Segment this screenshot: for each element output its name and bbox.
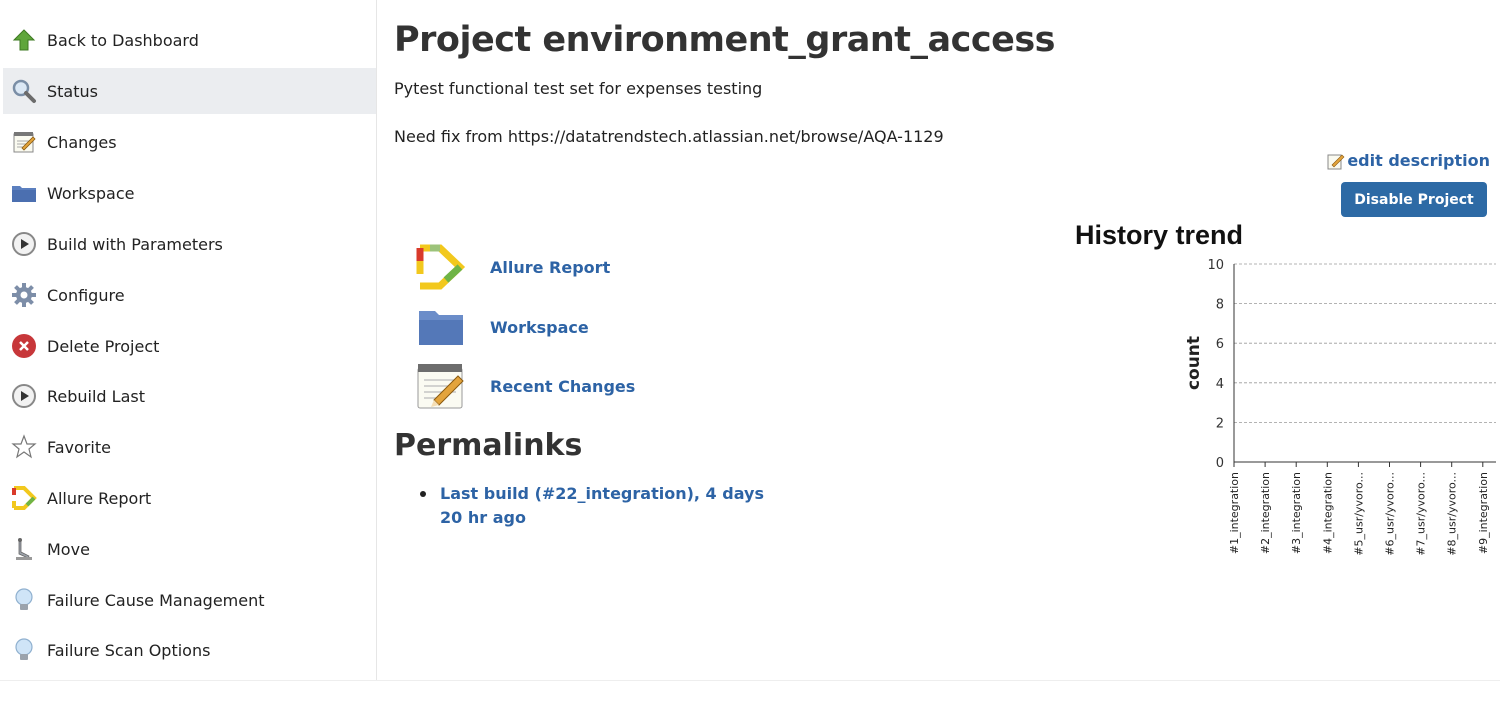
sidebar-item-label: Status	[47, 81, 98, 101]
notepad-icon	[11, 129, 37, 155]
sidebar-item-configure[interactable]: Configure	[3, 272, 376, 318]
x-tick-label: #9_integration	[1477, 472, 1490, 554]
series-area-2	[1234, 264, 1496, 462]
x-tick-label: #1_integration	[1228, 472, 1241, 554]
gear-icon	[11, 282, 37, 308]
sidebar-item-label: Failure Scan Options	[47, 640, 211, 660]
notepad-icon	[416, 362, 466, 410]
sidebar-item-label: Rebuild Last	[47, 386, 145, 406]
list-item: Last build (#22_integration), 4 days 20 …	[420, 482, 765, 530]
lightbulb-icon	[11, 587, 37, 613]
sidebar-item-delete-project[interactable]: Delete Project	[3, 323, 376, 369]
project-description-note: Need fix from https://datatrendstech.atl…	[394, 127, 944, 146]
edit-description-label: edit description	[1347, 151, 1490, 170]
sidebar-item-favorite[interactable]: Favorite	[3, 424, 376, 470]
sidebar-item-back-to-dashboard[interactable]: Back to Dashboard	[3, 17, 376, 63]
sidebar-item-label: Workspace	[47, 183, 135, 203]
sidebar-item-label: Delete Project	[47, 336, 160, 356]
up-arrow-icon	[11, 27, 37, 53]
y-axis-label: count	[1184, 336, 1204, 390]
y-tick-label: 4	[1216, 377, 1224, 392]
play-icon	[11, 383, 37, 409]
link-label: Workspace	[490, 317, 589, 337]
y-tick-label: 10	[1207, 258, 1224, 273]
allure-icon	[416, 243, 466, 291]
link-workspace[interactable]: Workspace	[416, 303, 589, 351]
search-icon	[11, 78, 37, 104]
page-title: Project environment_grant_access	[394, 20, 1056, 60]
star-icon	[11, 434, 37, 460]
x-tick-label: #6_usr/yvoro...	[1384, 472, 1397, 556]
y-tick-label: 2	[1216, 416, 1224, 431]
main-content: Project environment_grant_access Pytest …	[376, 0, 1500, 716]
x-tick-label: #7_usr/yvoro...	[1415, 472, 1428, 556]
link-label: Allure Report	[490, 257, 611, 277]
allure-icon	[11, 485, 37, 511]
sidebar-item-label: Failure Cause Management	[47, 590, 265, 610]
sidebar-item-allure-report[interactable]: Allure Report	[3, 475, 376, 521]
footer-bar	[0, 680, 1500, 717]
sidebar-item-label: Back to Dashboard	[47, 30, 199, 50]
chart-plot: 0 2 4 6 8 10 count #1_integration #2_integration…	[1184, 258, 1500, 556]
play-icon	[11, 231, 37, 257]
sidebar-item-label: Changes	[47, 132, 117, 152]
sidebar-item-label: Favorite	[47, 437, 111, 457]
y-tick-label: 8	[1216, 298, 1224, 313]
sidebar-item-label: Build with Parameters	[47, 234, 223, 254]
sidebar-item-failure-cause-management[interactable]: Failure Cause Management	[3, 577, 376, 623]
permalinks-heading: Permalinks	[394, 428, 583, 463]
sidebar-item-workspace[interactable]: Workspace	[3, 170, 376, 216]
link-recent-changes[interactable]: Recent Changes	[416, 362, 635, 410]
sidebar-item-build-with-parameters[interactable]: Build with Parameters	[3, 221, 376, 267]
sidebar-item-failure-scan-options[interactable]: Failure Scan Options	[3, 627, 376, 673]
chart-title: History trend	[1075, 220, 1244, 250]
sidebar-item-move[interactable]: Move	[3, 526, 376, 572]
sidebar-item-label: Allure Report	[47, 488, 152, 508]
history-trend-chart: History trend 0 2 4 6 8 10 count #1_integration…	[796, 215, 1500, 575]
sidebar-item-status[interactable]: Status	[3, 68, 376, 114]
x-tick-label: #3_integration	[1290, 472, 1303, 554]
y-tick-label: 6	[1216, 337, 1224, 352]
series-area-1	[1234, 264, 1496, 462]
folder-icon	[11, 180, 37, 206]
lightbulb-icon	[11, 637, 37, 663]
edit-description-link[interactable]: edit description	[1327, 151, 1490, 170]
sidebar-item-rebuild-last[interactable]: Rebuild Last	[3, 373, 376, 419]
sidebar-item-changes[interactable]: Changes	[3, 119, 376, 165]
sidebar-item-label: Move	[47, 539, 90, 559]
sidebar-item-label: Configure	[47, 285, 125, 305]
sidebar: Back to Dashboard Status Changes Workspa…	[0, 0, 377, 680]
folder-icon	[416, 303, 466, 351]
permalink-last-build[interactable]: Last build (#22_integration), 4 days 20 …	[440, 484, 764, 527]
x-tick-label: #5_usr/yvoro...	[1352, 472, 1365, 556]
y-tick-label: 0	[1216, 456, 1224, 471]
edit-icon	[1327, 152, 1345, 170]
move-icon	[11, 536, 37, 562]
delete-icon	[11, 333, 37, 359]
disable-project-button[interactable]: Disable Project	[1341, 182, 1487, 217]
link-label: Recent Changes	[490, 376, 636, 396]
link-allure-report[interactable]: Allure Report	[416, 243, 610, 291]
permalinks-list: Last build (#22_integration), 4 days 20 …	[420, 482, 765, 530]
series-area-3	[1234, 264, 1496, 462]
x-tick-label: #2_integration	[1259, 472, 1272, 554]
x-tick-label: #4_integration	[1321, 472, 1334, 554]
series-area-0	[1234, 264, 1496, 462]
project-description: Pytest functional test set for expenses …	[394, 79, 763, 98]
x-tick-label: #8_usr/yvoro...	[1446, 472, 1459, 556]
